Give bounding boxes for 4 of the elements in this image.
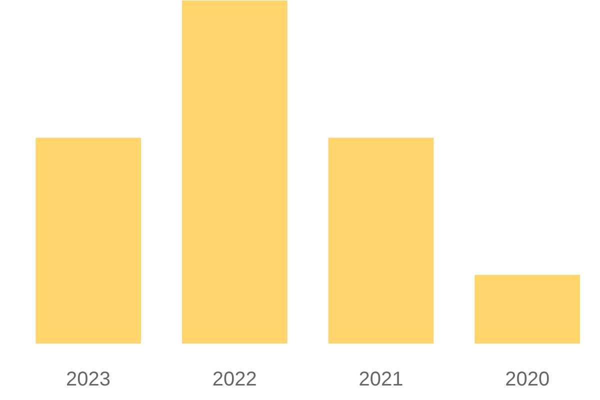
x-tick-label: 2021 [358, 368, 404, 390]
x-tick-label: 2020 [505, 368, 550, 390]
x-tick-label: 2023 [66, 368, 111, 390]
x-tick-label: 2022 [212, 368, 257, 390]
